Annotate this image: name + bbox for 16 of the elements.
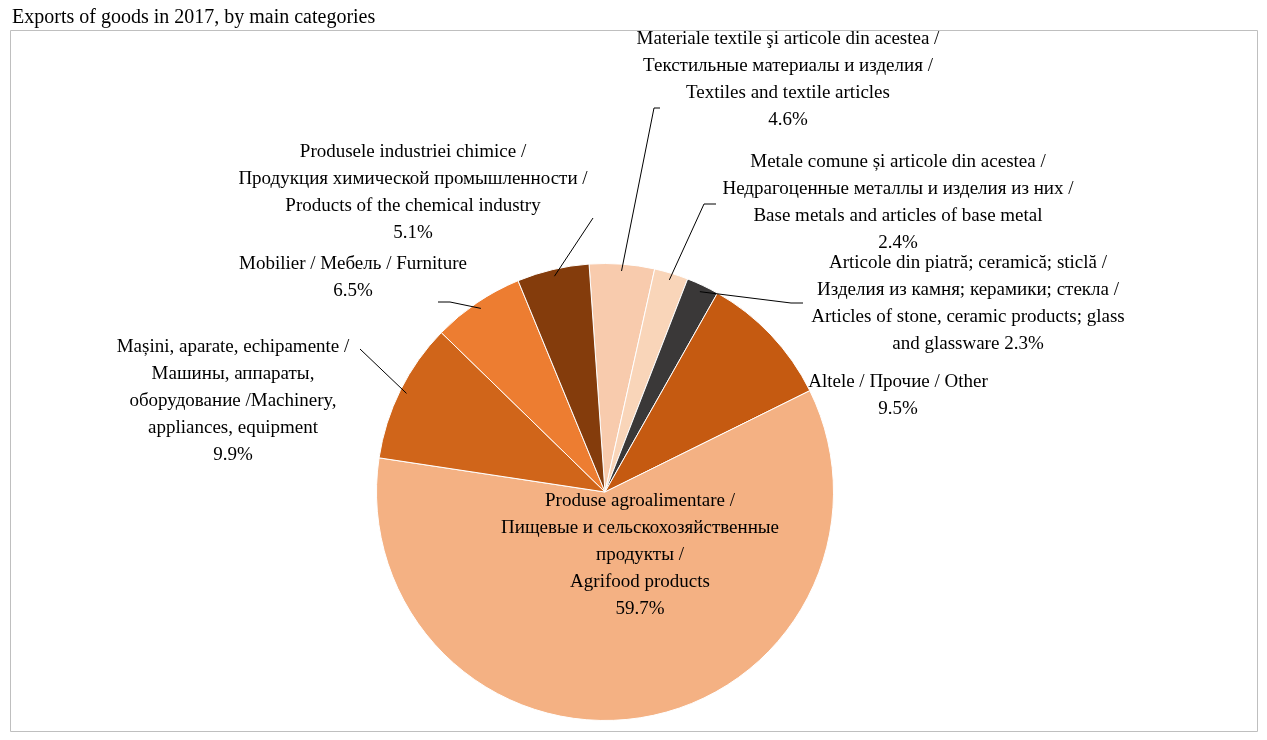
slice-label: Altele / Прочие / Other: [808, 369, 989, 391]
data-label: 9.9%: [213, 442, 253, 464]
chart-title: Exports of goods in 2017, by main categories: [12, 5, 376, 29]
slice-label: Produse agroalimentare / Пищевые и сельскохозяйственные продукты / Agrifood products: [500, 488, 780, 591]
slice-label: Metale comune și articole din acestea / Недрагоценные металлы и изделия из них / Base metals and articles of base metal: [722, 149, 1075, 225]
data-label: 6.5%: [333, 278, 373, 300]
data-label: 4.6%: [768, 107, 808, 129]
data-label: 59.7%: [615, 596, 665, 618]
data-label: 9.5%: [878, 396, 918, 418]
slice-label: Produsele industriei chimice / Продукция химической промышленности / Products of the chemical industry: [238, 139, 589, 215]
slice-label: Mobilier / Мебель / Furniture: [239, 251, 467, 273]
slice-label: Mașini, aparate, echipamente / Машины, аппараты, оборудование /Machinery, appliances, equipment: [116, 334, 351, 437]
data-label: 5.1%: [393, 220, 433, 242]
data-label: 2.4%: [878, 230, 918, 252]
slice-label: Articole din piatră; ceramică; sticlă / Изделия из камня; керамики; стекла / Articles of stone, ceramic products; glass and glassware 2.3%: [811, 250, 1125, 353]
slice-label: Materiale textile şi articole din acestea / Текстильные материалы и изделия / Textiles and textile articles: [636, 26, 941, 102]
